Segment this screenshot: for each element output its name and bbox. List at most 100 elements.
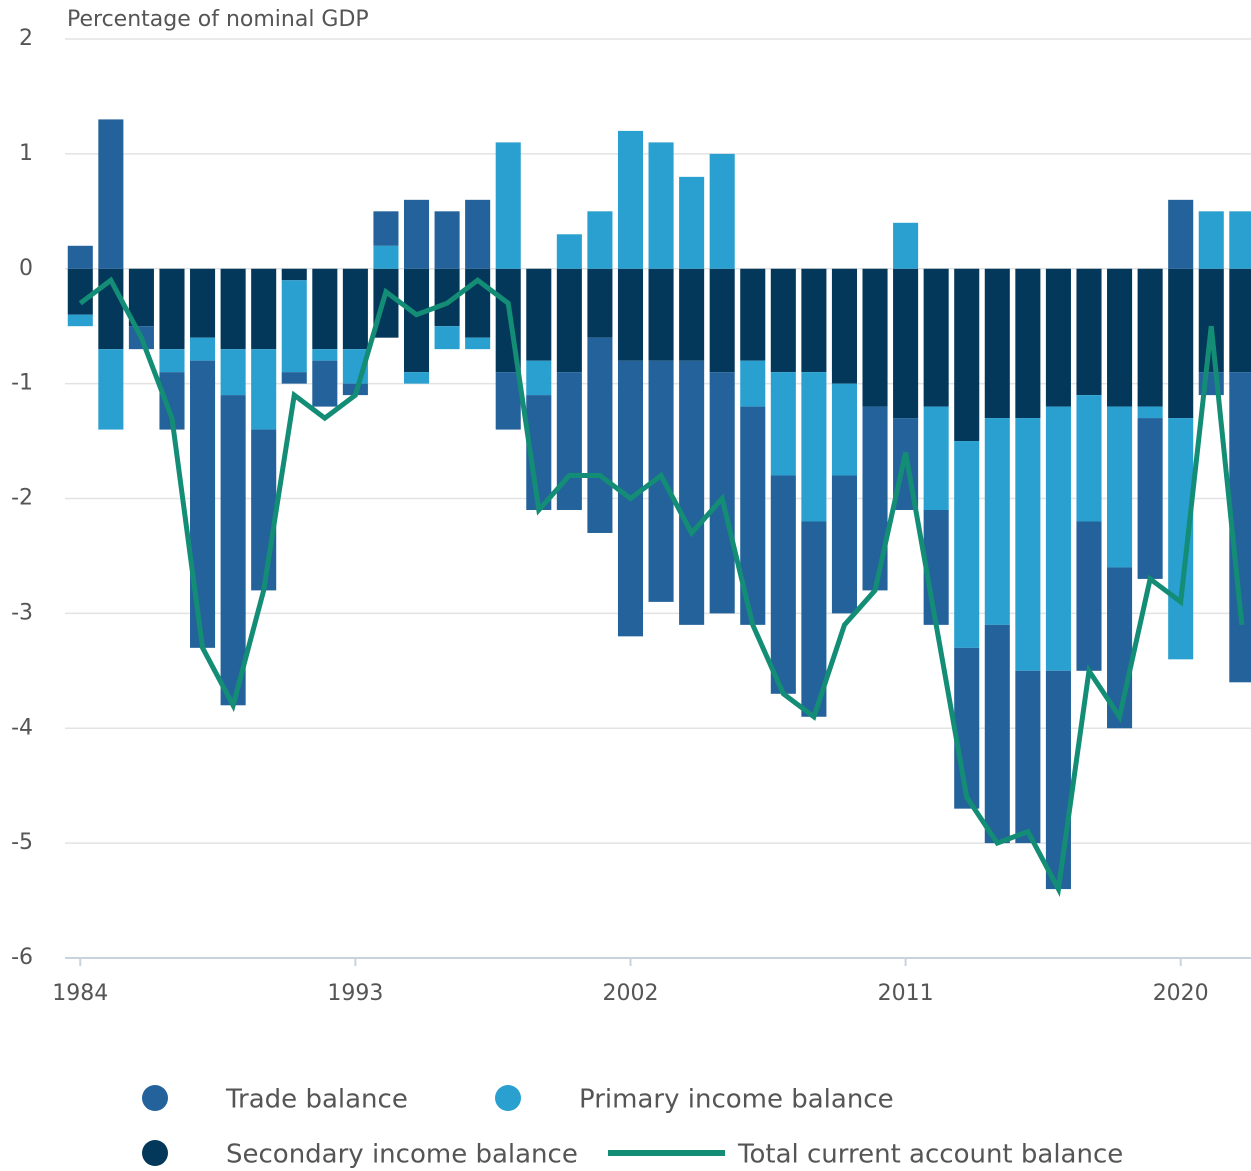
- bar-segment: [1137, 406, 1163, 419]
- bar-segment: [342, 268, 368, 350]
- bar-segment: [740, 360, 766, 407]
- bar-segment: [495, 372, 521, 430]
- bar-segment: [128, 268, 154, 327]
- bar-segment: [1137, 268, 1163, 407]
- bar-segment: [1229, 268, 1251, 373]
- bar-segment: [801, 372, 827, 522]
- bar-segment: [984, 624, 1010, 844]
- bar-segment: [679, 268, 705, 361]
- x-tick-label: 2011: [878, 981, 934, 1006]
- bar-segment: [98, 349, 124, 430]
- bar-segment: [740, 268, 766, 361]
- bar-segment: [403, 372, 430, 384]
- bar-segment: [434, 211, 460, 269]
- bar-segment: [587, 211, 613, 269]
- bar-segment: [190, 337, 216, 361]
- bar-segment: [281, 268, 307, 281]
- bar-segment: [709, 268, 735, 373]
- bar-segment: [1076, 395, 1102, 522]
- bar-segment: [923, 406, 949, 510]
- legend-label: Primary income balance: [579, 1085, 894, 1115]
- bar-segment: [893, 268, 919, 419]
- bar-segment: [1045, 406, 1071, 671]
- legend-label: Total current account balance: [737, 1140, 1123, 1170]
- bar-segment: [251, 429, 277, 591]
- bar-segment: [1168, 268, 1194, 419]
- bar-segment: [1045, 670, 1071, 890]
- x-tick-label: 2020: [1153, 981, 1209, 1006]
- legend-swatch: [142, 1085, 168, 1111]
- bar-segment: [1229, 211, 1251, 269]
- bar-segment: [159, 268, 185, 350]
- legend-label: Trade balance: [225, 1085, 408, 1115]
- bar-segment: [1045, 268, 1071, 407]
- bar-segment: [770, 475, 796, 694]
- bar-segment: [1015, 268, 1041, 419]
- legend-label: Secondary income balance: [226, 1140, 578, 1170]
- bar-segment: [862, 268, 888, 407]
- bar-segment: [1137, 418, 1163, 579]
- bar-segment: [831, 383, 857, 476]
- y-tick-label: 1: [19, 141, 33, 166]
- bar-segment: [1015, 670, 1041, 844]
- y-tick-label: 0: [19, 256, 33, 281]
- bar-segment: [1168, 199, 1194, 269]
- bar-segment: [526, 360, 552, 396]
- bar-segment: [679, 360, 705, 625]
- bar-segment: [893, 222, 919, 269]
- bar-segment: [770, 372, 796, 476]
- bar-segment: [373, 245, 399, 269]
- legend: Trade balance Primary income balanceSecon…: [142, 1085, 1123, 1170]
- bar-segment: [312, 360, 338, 407]
- y-tick-label: -2: [11, 486, 33, 511]
- bar-segment: [954, 268, 980, 442]
- y-tick-label: -5: [11, 830, 33, 855]
- bar-segment: [923, 268, 949, 407]
- bar-segment: [1076, 268, 1102, 396]
- bar-segment: [281, 372, 307, 384]
- bar-segment: [159, 349, 185, 373]
- y-tick-label: -6: [11, 945, 33, 970]
- bar-segment: [1107, 406, 1133, 568]
- y-tick-label: -4: [11, 715, 33, 740]
- bar-segment: [1198, 211, 1224, 269]
- y-tick-label: 2: [19, 26, 33, 51]
- bar-segment: [312, 268, 338, 350]
- bar-segment: [67, 268, 93, 315]
- bar-segment: [98, 119, 124, 269]
- bar-segment: [434, 326, 460, 350]
- bar-segment: [954, 441, 980, 648]
- bar-segment: [862, 406, 888, 591]
- y-tick-label: -3: [11, 600, 33, 625]
- bar-segment: [190, 360, 216, 648]
- bars: [67, 119, 1251, 890]
- bar-segment: [984, 418, 1010, 625]
- bar-segment: [526, 268, 552, 361]
- bar-segment: [1107, 268, 1133, 407]
- bar-segment: [770, 268, 796, 373]
- line: [78, 276, 1245, 898]
- bar-segment: [190, 268, 216, 338]
- bar-segment: [801, 268, 827, 373]
- x-tick-label: 1993: [327, 981, 383, 1006]
- bar-segment: [679, 176, 705, 269]
- bar-segment: [648, 142, 674, 269]
- bar-segment: [587, 337, 613, 533]
- bar-segment: [1076, 521, 1102, 671]
- x-tick-label: 2002: [602, 981, 658, 1006]
- bar-segment: [709, 372, 735, 614]
- bar-segment: [220, 268, 246, 350]
- bar-segment: [617, 130, 644, 269]
- bar-segment: [67, 245, 93, 269]
- legend-swatch: [142, 1140, 168, 1166]
- y-tick-label: -1: [11, 371, 33, 396]
- bar-segment: [1229, 372, 1251, 683]
- bar-segment: [312, 349, 338, 361]
- legend-swatch: [495, 1085, 521, 1111]
- bar-segment: [220, 349, 246, 396]
- bar-segment: [251, 349, 277, 430]
- bar-segment: [495, 142, 521, 269]
- bar-segment: [984, 268, 1010, 419]
- bar-segment: [1015, 418, 1041, 671]
